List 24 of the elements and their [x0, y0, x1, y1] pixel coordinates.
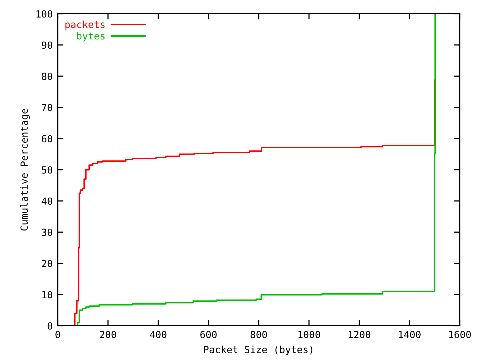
x-axis-title: Packet Size (bytes) — [204, 346, 313, 356]
y-tick-label: 40 — [42, 198, 53, 206]
y-tick-label: 30 — [42, 228, 53, 236]
x-tick-label: 1400 — [399, 331, 421, 338]
legend-label: bytes — [77, 32, 105, 42]
x-tick-label: 0 — [56, 331, 60, 338]
y-tick-label: 80 — [42, 72, 53, 80]
y-tick-label: 0 — [48, 322, 53, 330]
y-axis-title: Cumulative Percentage — [20, 109, 30, 231]
y-tick-label: 10 — [42, 291, 53, 299]
y-tick-label: 70 — [42, 104, 53, 112]
x-tick-label: 1200 — [348, 331, 371, 338]
x-tick-label: 600 — [200, 331, 217, 338]
y-tick-label: 50 — [42, 166, 53, 174]
y-tick-label: 60 — [42, 135, 53, 143]
x-tick-label: 1600 — [449, 331, 472, 338]
y-tick-label: 20 — [42, 260, 53, 268]
x-tick-label: 1000 — [298, 331, 320, 338]
x-tick-label: 800 — [250, 331, 268, 338]
y-tick-label: 100 — [36, 10, 53, 18]
x-tick-label: 200 — [100, 331, 116, 338]
x-tick-label: 400 — [150, 331, 167, 338]
legend-label: packets — [66, 20, 105, 30]
y-tick-label: 90 — [42, 42, 53, 50]
